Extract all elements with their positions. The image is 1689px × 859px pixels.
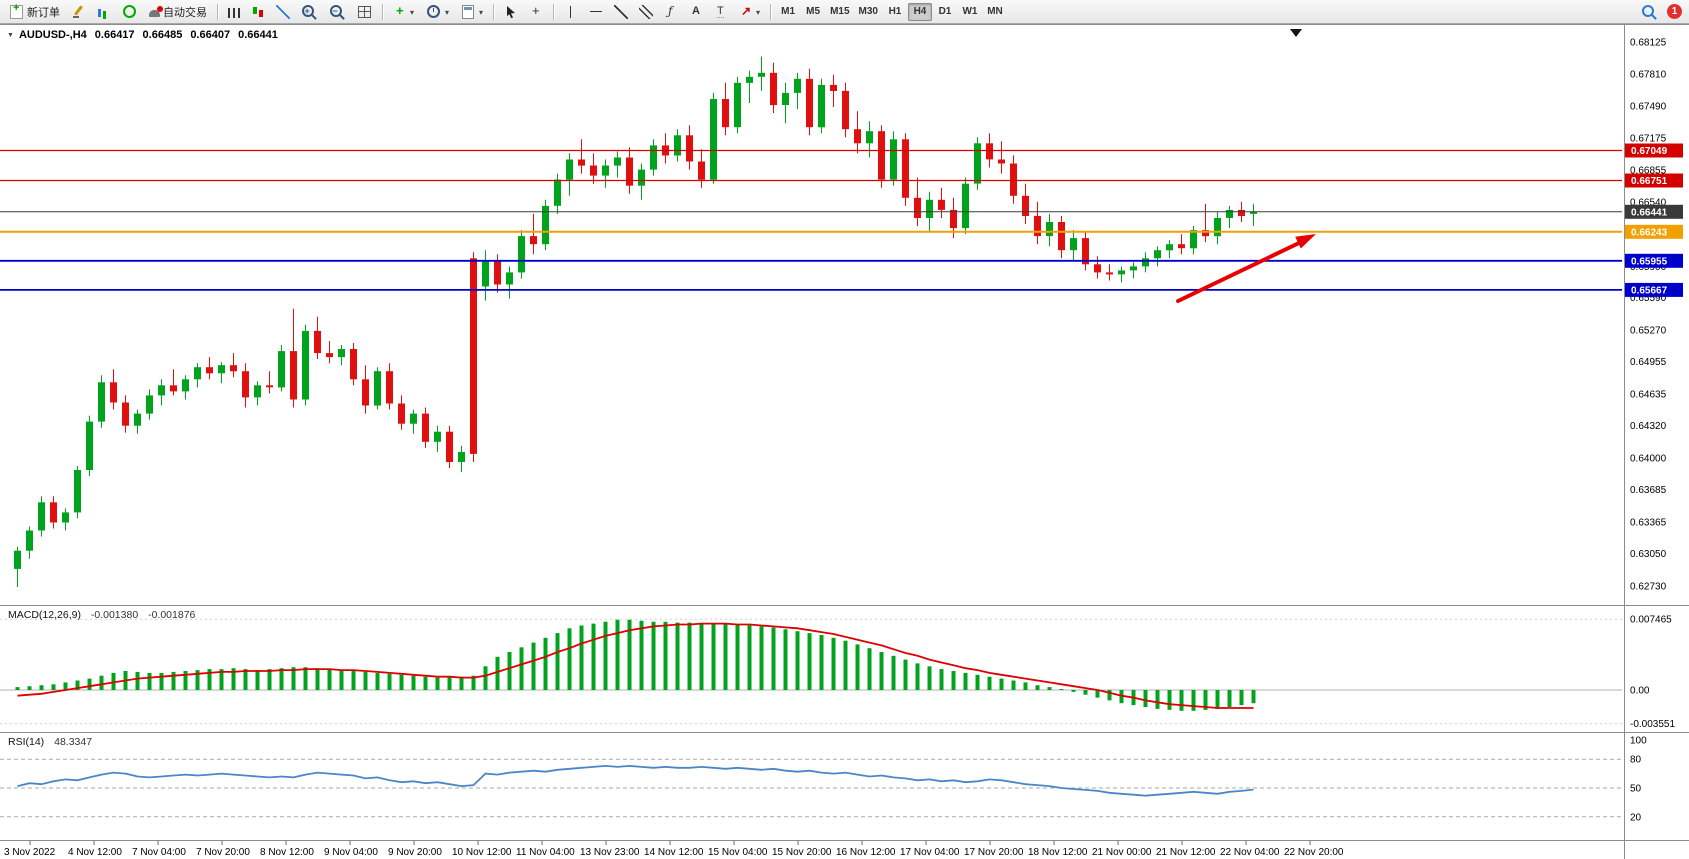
chart-menu-icon[interactable] — [7, 29, 19, 41]
toolbar-separator — [382, 3, 383, 20]
horizontal-line-button[interactable] — [584, 2, 608, 22]
bar-chart-button[interactable] — [223, 2, 245, 22]
fibonacci-icon — [664, 4, 678, 19]
macd-name: MACD(12,26,9) — [8, 609, 81, 621]
timeframe-button-w1[interactable]: W1 — [958, 3, 982, 21]
vertical-line-button[interactable] — [559, 2, 583, 22]
text-icon — [689, 5, 703, 19]
macd-panel[interactable] — [0, 606, 1624, 732]
zoom-in-button[interactable] — [296, 2, 323, 22]
time-axis[interactable] — [0, 841, 1624, 859]
cursor-icon — [504, 5, 518, 19]
auto-trading-label: 自动交易 — [163, 6, 207, 19]
rsi-panel[interactable] — [0, 733, 1624, 840]
market-watch-button[interactable] — [91, 2, 115, 22]
candlestick-chart-button[interactable] — [246, 2, 270, 22]
toolbar-separator — [553, 3, 555, 20]
timeframe-button-m30[interactable]: M30 — [855, 3, 882, 21]
timeframe-button-d1[interactable]: D1 — [933, 3, 957, 21]
data-window-button[interactable] — [116, 2, 143, 22]
high-value: 0.66485 — [142, 29, 183, 41]
timeframe-button-mn[interactable]: MN — [983, 3, 1007, 21]
channel-button[interactable] — [634, 2, 658, 22]
toolbar-separator — [217, 3, 218, 20]
crosshair-button[interactable] — [524, 2, 548, 22]
new-order-label: 新订单 — [27, 6, 60, 19]
timeframe-button-m1[interactable]: M1 — [776, 3, 800, 21]
periods-button[interactable] — [420, 2, 454, 22]
macd-indicator-label: MACD(12,26,9) -0.001380 -0.001876 — [8, 609, 195, 621]
trendline-button[interactable] — [609, 2, 633, 22]
metaeditor-button[interactable] — [66, 2, 90, 22]
cursor-button[interactable] — [499, 2, 523, 22]
arrow-objects-icon — [739, 4, 753, 19]
open-value: 0.66417 — [94, 29, 135, 41]
templates-button[interactable] — [455, 2, 488, 22]
template-icon — [462, 4, 475, 19]
fibonacci-button[interactable] — [659, 2, 683, 22]
macd-main-value: -0.001380 — [90, 609, 139, 621]
main-chart-panel[interactable] — [0, 25, 1624, 605]
text-button[interactable] — [684, 2, 708, 22]
chart-title: AUDUSD-,H4 0.66417 0.66485 0.66407 0.664… — [7, 29, 278, 41]
tile-windows-icon — [358, 5, 371, 18]
tile-windows-button[interactable] — [352, 2, 377, 22]
rsi-value: 48.3347 — [54, 736, 93, 748]
auto-trading-button[interactable]: 自动交易 — [144, 2, 212, 22]
new-order-button[interactable]: 新订单 — [4, 2, 65, 22]
chevron-down-icon — [756, 6, 760, 18]
toolbar-separator — [770, 3, 772, 20]
trendline-icon — [614, 4, 629, 19]
close-value: 0.66441 — [238, 29, 278, 41]
rsi-indicator-label: RSI(14) 48.3347 — [8, 736, 92, 748]
line-chart-icon — [276, 4, 290, 19]
low-value: 0.66407 — [190, 29, 231, 41]
text-label-button[interactable] — [709, 2, 733, 22]
zoom-in-icon — [302, 4, 314, 18]
timeframe-button-h4[interactable]: H4 — [907, 2, 932, 21]
text-label-icon — [714, 5, 728, 19]
timeframe-button-m15[interactable]: M15 — [826, 3, 853, 21]
horizontal-line-icon — [589, 5, 603, 19]
clock-icon — [427, 5, 441, 18]
line-chart-button[interactable] — [271, 2, 295, 22]
timeframe-group: M1 M5 M15 M30 H1 H4 D1 W1 MN — [776, 2, 1007, 21]
zoom-out-button[interactable] — [324, 2, 351, 22]
indicators-icon — [393, 3, 407, 19]
toolbar-separator — [493, 3, 495, 20]
channel-icon — [639, 4, 654, 19]
symbol-period-label: AUDUSD-,H4 — [18, 29, 87, 41]
crosshair-icon — [529, 3, 543, 19]
timeframe-button-h1[interactable]: H1 — [883, 3, 907, 21]
chevron-down-icon — [445, 6, 449, 18]
candlestick-icon — [251, 5, 265, 19]
chevron-down-icon — [479, 6, 483, 18]
new-order-icon — [10, 2, 23, 19]
bar-chart-icon — [228, 7, 240, 18]
search-icon — [1642, 4, 1654, 17]
market-watch-icon — [96, 5, 110, 19]
search-button[interactable] — [1636, 2, 1663, 22]
data-window-icon — [123, 5, 136, 18]
timeframe-button-m5[interactable]: M5 — [801, 3, 825, 21]
rsi-name: RSI(14) — [8, 736, 45, 748]
notification-badge[interactable]: 1 — [1667, 4, 1682, 19]
auto-trading-icon — [149, 6, 163, 17]
zoom-out-icon — [330, 4, 342, 18]
price-axis[interactable] — [1625, 25, 1689, 859]
chevron-down-icon — [410, 6, 414, 18]
arrows-button[interactable] — [734, 2, 765, 22]
vertical-line-icon — [564, 5, 578, 19]
indicators-button[interactable] — [388, 2, 419, 22]
macd-signal-value: -0.001876 — [148, 609, 196, 621]
quill-icon — [71, 5, 85, 19]
